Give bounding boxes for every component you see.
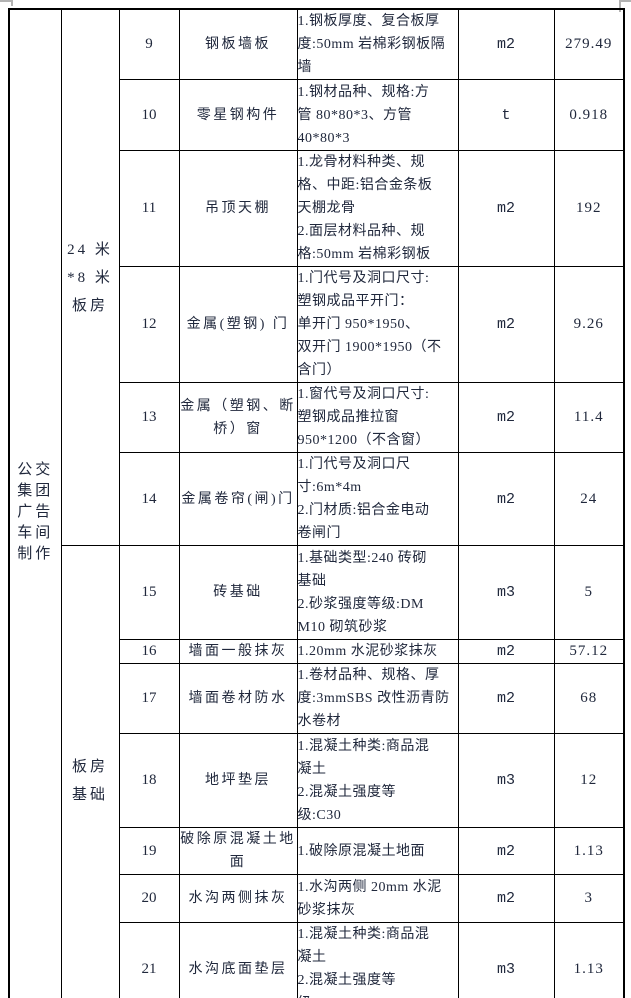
item-qty: 192 [553,150,625,267]
table-row: 公交 集团 广告 车间 制作 24 米 *8 米 板房 9 钢板墙板 1.钢板厚… [8,8,625,998]
item-unit: m2 [457,827,555,875]
table-row: 11 吊顶天棚 1.龙骨材料种类、规 格、中距:铝合金条板 天棚龙骨 2.面层材… [9,150,625,267]
item-name: 水沟底面垫层 [178,922,298,998]
item-desc: 1.窗代号及洞口尺寸: 塑钢成品推拉窗 950*1200（不含窗） [296,382,459,453]
table-row: 板房 基础 15 砖基础 1.基础类型:240 砖砌 基础 2.砂浆强度等级:D… [9,545,625,998]
item-name: 墙面一般抹灰 [178,639,298,664]
item-unit: m2 [457,663,555,734]
item-unit: m3 [457,545,555,640]
table-row: 18 地坪垫层 1.混凝土种类:商品混 凝土 2.混凝土强度等 级:C30 m3… [9,733,625,828]
corner-artifact-top-left-stub [11,0,13,6]
item-no: 15 [118,545,180,640]
item-no: 10 [118,79,180,151]
item-desc: 1.龙骨材料种类、规 格、中距:铝合金条板 天棚龙骨 2.面层材料品种、规 格:… [296,150,459,267]
item-qty: 9.26 [553,266,625,383]
item-unit: t [457,79,555,151]
item-desc: 1.混凝土种类:商品混 凝土 2.混凝土强度等 级:C30 [296,733,459,828]
item-no: 13 [118,382,180,453]
table-row: 21 水沟底面垫层 1.混凝土种类:商品混 凝土 2.混凝土强度等 级:C30 … [9,922,625,998]
item-qty: 57.12 [553,639,625,664]
item-qty: 1.13 [553,827,625,875]
corner-artifact-top-left [0,0,13,2]
item-name: 水沟两侧抹灰 [178,874,298,923]
item-desc: 1.门代号及洞口尺 寸:6m*4m 2.门材质:铝合金电动 卷闸门 [296,452,459,546]
item-unit: m3 [457,733,555,828]
item-no: 21 [118,922,180,998]
item-qty: 24 [553,452,625,546]
item-desc: 1.钢板厚度、复合板厚 度:50mm 岩棉彩钢板隔 墙 [296,8,459,80]
item-name: 金属(塑钢) 门 [178,266,298,383]
item-unit: m2 [457,639,555,664]
item-name: 墙面卷材防水 [178,663,298,734]
item-qty: 279.49 [553,8,625,80]
item-desc: 1.门代号及洞口尺寸: 塑钢成品平开门： 单开门 950*1950、 双开门 1… [296,266,459,383]
table-row: 17 墙面卷材防水 1.卷材品种、规格、厚 度:3mmSBS 改性沥青防 水卷材… [9,663,625,734]
item-no: 19 [118,827,180,875]
item-no: 12 [118,266,180,383]
item-desc: 1.钢材品种、规格:方 管 80*80*3、方管 40*80*3 [296,79,459,151]
item-name: 砖基础 [178,545,298,640]
item-qty: 5 [553,545,625,640]
item-desc: 1.混凝土种类:商品混 凝土 2.混凝土强度等 级:C30 [296,922,459,998]
item-unit: m2 [457,150,555,267]
item-unit: m2 [457,382,555,453]
group-cell-banfang: 24 米 *8 米 板房 [60,8,120,546]
item-no: 9 [118,8,180,80]
item-qty: 3 [553,874,625,923]
item-qty: 68 [553,663,625,734]
item-desc: 1.卷材品种、规格、厚 度:3mmSBS 改性沥青防 水卷材 [296,663,459,734]
item-qty: 11.4 [553,382,625,453]
item-name: 破除原混凝土地 面 [178,827,298,875]
item-desc: 1.水沟两侧 20mm 水泥 砂浆抹灰 [296,874,459,923]
item-name: 吊顶天棚 [178,150,298,267]
item-unit: m2 [457,266,555,383]
corner-artifact-top-right-stub [619,0,621,12]
item-no: 16 [118,639,180,664]
item-qty: 0.918 [553,79,625,151]
item-no: 14 [118,452,180,546]
group-cell-jichu: 板房 基础 [60,545,120,998]
item-name: 钢板墙板 [178,8,298,80]
item-unit: m2 [457,452,555,546]
item-name: 地坪垫层 [178,733,298,828]
item-unit: m2 [457,8,555,80]
item-name: 零星钢构件 [178,79,298,151]
item-no: 11 [118,150,180,267]
table-row: 20 水沟两侧抹灰 1.水沟两侧 20mm 水泥 砂浆抹灰 m2 3 [9,874,625,923]
table-row: 19 破除原混凝土地 面 1.破除原混凝土地面 m2 1.13 [9,827,625,875]
project-name-cell: 公交 集团 广告 车间 制作 [8,8,62,998]
table-row: 12 金属(塑钢) 门 1.门代号及洞口尺寸: 塑钢成品平开门： 单开门 950… [9,266,625,383]
item-no: 20 [118,874,180,923]
item-qty: 1.13 [553,922,625,998]
boq-table: 公交 集团 广告 车间 制作 24 米 *8 米 板房 9 钢板墙板 1.钢板厚… [8,8,625,998]
item-name: 金属卷帘(闸)门 [178,452,298,546]
item-desc: 1.基础类型:240 砖砌 基础 2.砂浆强度等级:DM M10 砌筑砂浆 [296,545,459,640]
item-no: 18 [118,733,180,828]
item-unit: m2 [457,874,555,923]
item-unit: m3 [457,922,555,998]
table-row: 13 金属（塑钢、断 桥）窗 1.窗代号及洞口尺寸: 塑钢成品推拉窗 950*1… [9,382,625,453]
corner-artifact-top-right [619,0,631,2]
table-row: 10 零星钢构件 1.钢材品种、规格:方 管 80*80*3、方管 40*80*… [9,79,625,151]
item-no: 17 [118,663,180,734]
item-name: 金属（塑钢、断 桥）窗 [178,382,298,453]
table-row: 14 金属卷帘(闸)门 1.门代号及洞口尺 寸:6m*4m 2.门材质:铝合金电… [9,452,625,546]
item-desc: 1.20mm 水泥砂浆抹灰 [296,639,459,664]
item-desc: 1.破除原混凝土地面 [296,827,459,875]
item-qty: 12 [553,733,625,828]
